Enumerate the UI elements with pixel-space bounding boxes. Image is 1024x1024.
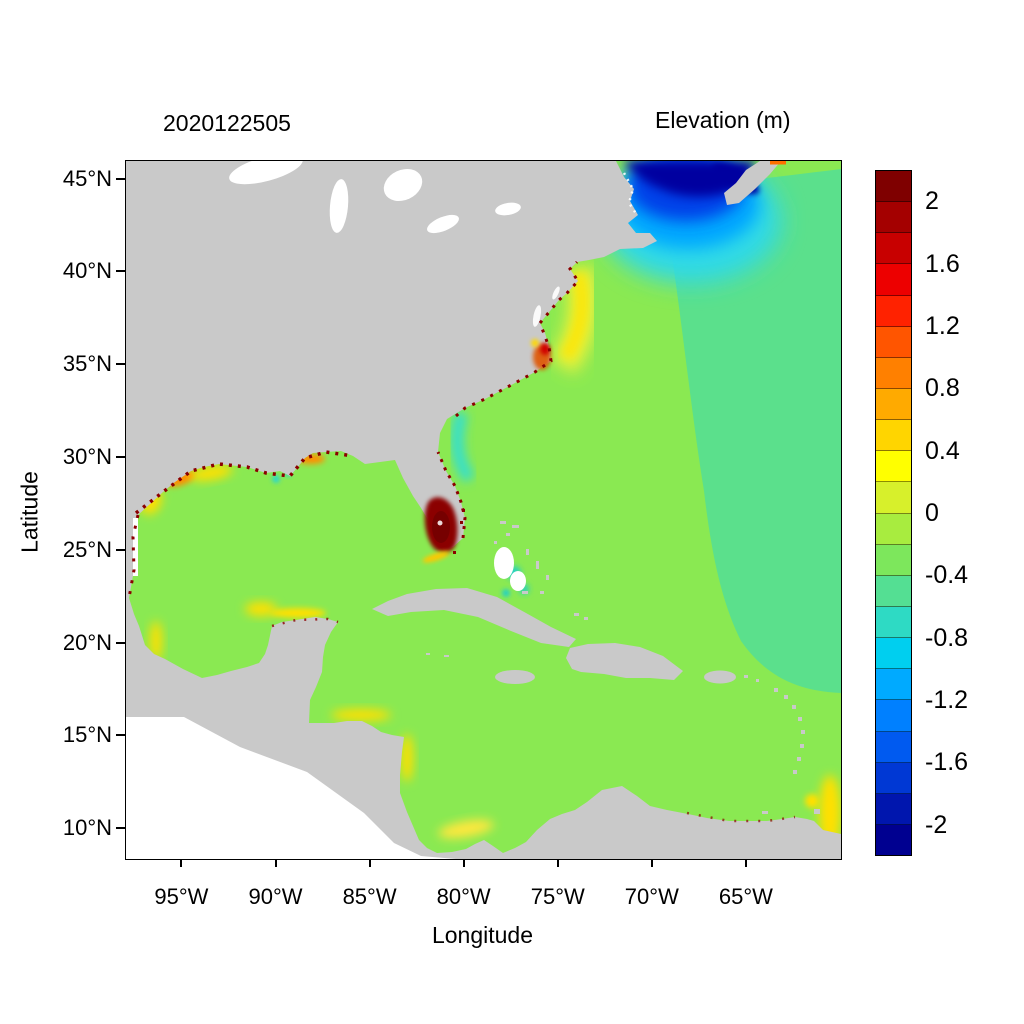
colorbar-block [876, 700, 911, 732]
y-tick-label: 15°N [62, 722, 112, 748]
colorbar-block [876, 762, 911, 794]
colorbar-tick-label: -2 [925, 810, 948, 839]
atlantic-water-region [666, 169, 841, 693]
colorbar [875, 170, 912, 856]
colorbar-tick-label: -0.4 [925, 561, 969, 590]
y-tick-label: 25°N [62, 536, 112, 562]
delaware-bay [552, 286, 560, 300]
colorbar-block [876, 793, 911, 825]
y-tick-mark [116, 641, 125, 644]
land-north-central-south-america [126, 161, 841, 859]
bahama-bank-white-2 [510, 571, 526, 591]
pacific-no-data-region [126, 717, 456, 859]
map-svg [126, 161, 841, 859]
colorbar-block [876, 731, 911, 763]
y-tick-mark [116, 827, 125, 830]
colorbar-block [876, 420, 911, 452]
x-tick-label: 80°W [436, 884, 491, 909]
colorbar-tick-labels: 2 1.6 1.2 0.8 0.4 0 -0.4 -0.8 -1.2 -1.6 -2 [925, 170, 1015, 856]
colorbar-tick-label: -1.2 [925, 686, 969, 715]
colorbar-blocks [876, 171, 911, 856]
colorbar-tick-label: 1.2 [925, 311, 960, 340]
x-tick-mark [462, 859, 465, 867]
y-tick-mark [116, 270, 125, 273]
laguna-madre [133, 518, 138, 576]
x-tick-label: 75°W [530, 884, 585, 909]
colorbar-block [876, 575, 911, 607]
x-tick-label: 90°W [248, 884, 303, 909]
no-data-regions [126, 161, 560, 859]
colorbar-block [876, 357, 911, 389]
islands-bahamas [494, 521, 588, 620]
colorbar-title: Elevation (m) [655, 107, 791, 133]
x-axis-label: Longitude [431, 922, 534, 948]
island-jamaica [495, 670, 535, 684]
timestamp-title: 2020122505 [163, 110, 291, 136]
colorbar-tick-label: 0 [925, 499, 939, 527]
y-tick-label: 40°N [62, 258, 112, 284]
x-tick-mark [650, 859, 653, 867]
colorbar-block [876, 451, 911, 483]
colorbar-tick-label: 2 [925, 187, 939, 216]
y-tick-label: 10°N [62, 815, 112, 841]
colorbar-block [876, 669, 911, 701]
colorbar-tick-label: 0.4 [925, 436, 960, 465]
colorbar-block [876, 202, 911, 234]
x-tick-mark [368, 859, 371, 867]
colorbar-block [876, 295, 911, 327]
colorbar-block [876, 824, 911, 856]
y-tick-mark [116, 177, 125, 180]
x-tick-label: 85°W [342, 884, 397, 909]
y-tick-label: 35°N [62, 351, 112, 377]
colorbar-tick-label: -1.6 [925, 748, 969, 777]
colorbar-tick-label: 1.6 [925, 249, 960, 278]
land-nova-scotia [724, 161, 781, 205]
colorbar-block [876, 233, 911, 265]
x-tick-mark [556, 859, 559, 867]
island-cuba [372, 588, 576, 647]
y-tick-label: 20°N [62, 629, 112, 655]
x-tick-mark [274, 859, 277, 867]
colorbar-block [876, 326, 911, 358]
x-tick-mark [744, 859, 747, 867]
colorbar-block [876, 264, 911, 296]
x-tick-label: 70°W [624, 884, 679, 909]
island-puerto-rico [704, 670, 736, 684]
colorbar-block [876, 388, 911, 421]
colorbar-block [876, 638, 911, 670]
coastal-surge-speckles [127, 172, 796, 823]
colorbar-block [876, 171, 911, 203]
y-tick-mark [116, 548, 125, 551]
y-tick-mark [116, 456, 125, 459]
islands-lesser-antilles [426, 653, 820, 814]
great-lakes [229, 161, 521, 234]
y-tick-mark [116, 363, 125, 366]
hatteras-sound-cluster [531, 339, 551, 370]
colorbar-tick-label: -0.8 [925, 623, 969, 652]
coastal-orange-sliver [770, 161, 786, 165]
y-tick-mark [116, 734, 125, 737]
map-plot [125, 160, 842, 860]
chesapeake-bay [532, 305, 542, 327]
y-tick-label: 45°N [62, 165, 112, 191]
caribbean-islands [372, 521, 820, 814]
x-tick-label: 65°W [718, 884, 773, 909]
x-tick-mark [180, 859, 183, 867]
colorbar-block [876, 544, 911, 576]
colorbar-block [876, 513, 911, 545]
florida-surge-maximum [422, 497, 465, 563]
bahama-bank-white [494, 547, 514, 579]
island-hispaniola [566, 643, 683, 680]
colorbar-tick-label: 0.8 [925, 374, 960, 403]
colorbar-block [876, 606, 911, 639]
y-tick-label: 30°N [62, 444, 112, 470]
x-tick-label: 95°W [154, 884, 209, 909]
colorbar-block [876, 482, 911, 514]
